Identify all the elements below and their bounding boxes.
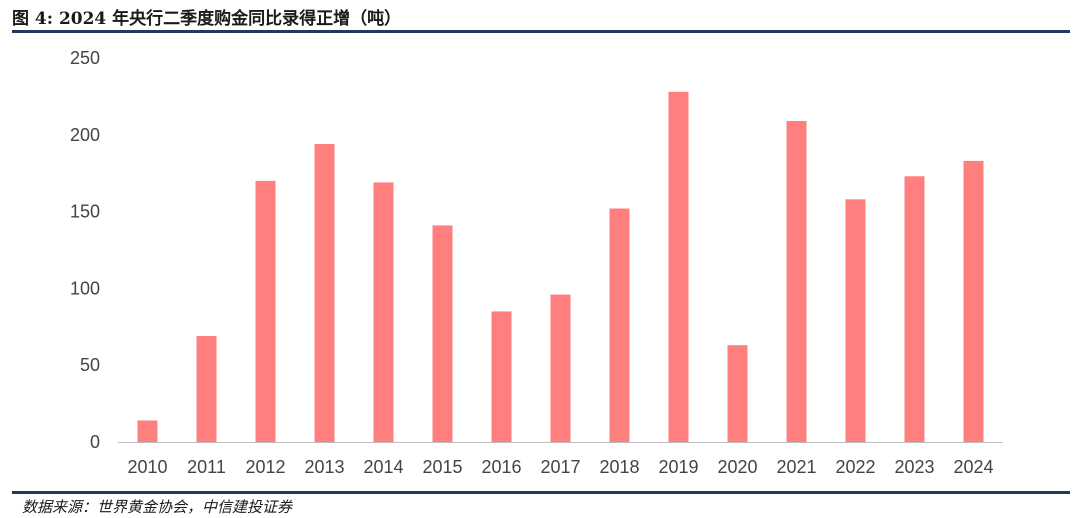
y-tick-label: 200	[70, 125, 100, 145]
bar-2011	[196, 336, 217, 442]
x-tick-label: 2015	[422, 457, 462, 477]
bar-2010	[137, 420, 158, 442]
bar-2022	[845, 199, 866, 442]
bar-2013	[314, 144, 335, 443]
y-tick-label: 50	[80, 355, 100, 375]
figure-title: 图 4: 2024 年央行二季度购金同比录得正增（吨）	[12, 9, 402, 29]
y-tick-label: 100	[70, 278, 100, 298]
x-tick-label: 2013	[304, 457, 344, 477]
x-tick-label: 2020	[717, 457, 757, 477]
x-tick-label: 2016	[481, 457, 521, 477]
x-tick-label: 2014	[363, 457, 403, 477]
bar-2019	[668, 91, 689, 443]
y-tick-label: 250	[70, 48, 100, 68]
x-tick-label: 2021	[776, 457, 816, 477]
x-tick-label: 2017	[540, 457, 580, 477]
x-axis-ticks: 2010 2011 2012 2013 2014 2015 2016 2017 2018 2019…	[127, 457, 993, 477]
bar-2014	[373, 182, 394, 442]
bars-group	[137, 91, 984, 443]
source-note: 数据来源：世界黄金协会，中信建投证券	[22, 498, 293, 516]
y-tick-label: 150	[70, 202, 100, 222]
source-rule	[12, 491, 1070, 494]
y-axis-ticks: 0 50 100 150 200 250	[70, 48, 100, 452]
title-rule	[12, 30, 1070, 33]
x-tick-label: 2018	[599, 457, 639, 477]
x-tick-label: 2024	[953, 457, 993, 477]
y-tick-label: 0	[90, 432, 100, 452]
bar-2016	[491, 311, 512, 442]
bar-2021	[786, 120, 807, 442]
bar-2018	[609, 208, 630, 442]
bar-2023	[904, 176, 925, 442]
bar-2012	[255, 180, 276, 442]
x-tick-label: 2019	[658, 457, 698, 477]
x-tick-label: 2012	[245, 457, 285, 477]
x-tick-label: 2011	[187, 457, 226, 477]
bar-chart: 0 50 100 150 200 250 2010 2011 2012 2013 2014 2015…	[70, 48, 1003, 477]
bar-2020	[727, 345, 748, 442]
x-tick-label: 2022	[835, 457, 875, 477]
bar-2017	[550, 294, 571, 442]
bar-2024	[963, 160, 984, 443]
bar-2015	[432, 225, 453, 442]
x-tick-label: 2023	[894, 457, 934, 477]
x-tick-label: 2010	[127, 457, 167, 477]
